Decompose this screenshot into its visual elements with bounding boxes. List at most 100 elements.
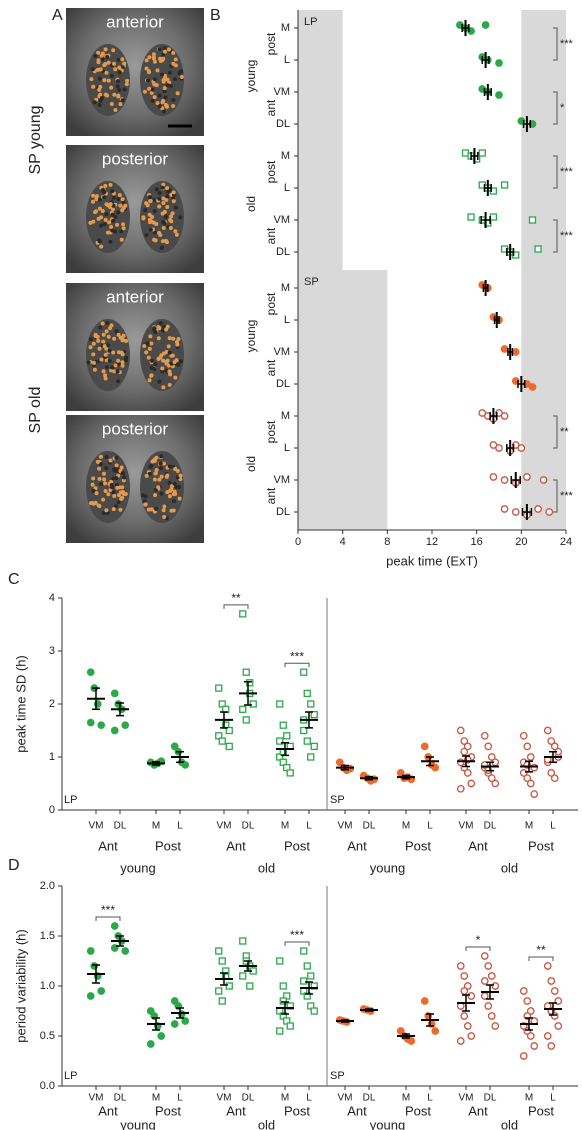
data-point	[222, 967, 230, 975]
neuron-dot-dark	[116, 197, 121, 202]
neuron-dot-dark	[105, 54, 110, 59]
neuron-dot	[119, 237, 124, 242]
neuron-dot	[160, 366, 165, 371]
image-caption: anterior	[106, 12, 164, 31]
data-point	[215, 987, 223, 995]
neuron-dot-dark	[124, 355, 129, 360]
neuron-dot	[169, 214, 174, 219]
x-tick-label: M	[525, 821, 533, 832]
data-point	[500, 181, 509, 189]
data-point	[484, 962, 493, 970]
neuron-dot-dark	[171, 498, 176, 503]
data-point	[276, 737, 284, 745]
region-label: ant	[264, 359, 278, 376]
neuron-dot	[88, 345, 93, 350]
neuron-dot	[112, 336, 117, 341]
neuron-dot	[107, 220, 112, 225]
neuron-dot	[155, 101, 160, 106]
x-tick-label: DL	[114, 821, 127, 832]
sig-label: ***	[560, 490, 574, 502]
neuron-dot-dark	[151, 198, 156, 203]
data-point	[550, 987, 559, 995]
row-label: L	[284, 182, 290, 194]
neuron-dot	[171, 50, 176, 55]
sig-bracket	[284, 662, 310, 668]
neuron-dot	[101, 332, 106, 337]
neuron-dot-dark	[157, 196, 162, 201]
neuron-dot	[123, 491, 128, 496]
section-label: LP	[64, 794, 77, 806]
neuron-dot	[154, 455, 159, 460]
neuron-dot	[160, 100, 165, 105]
neuron-dot	[169, 192, 174, 197]
neuron-dot-dark	[105, 321, 110, 326]
neuron-dot	[115, 222, 120, 227]
data-point	[543, 726, 552, 735]
region-label: Post	[155, 1103, 181, 1118]
neuron-dot	[120, 360, 125, 365]
neuron-dot-dark	[154, 506, 159, 511]
neuron-dot-dark	[160, 185, 165, 190]
neuron-dot	[103, 376, 108, 381]
data-point	[225, 742, 233, 751]
data-point	[218, 957, 226, 965]
neuron-dot	[156, 336, 161, 341]
data-point	[170, 997, 179, 1005]
neuron-dot-dark	[161, 52, 166, 57]
region-label: Post	[528, 1103, 554, 1118]
data-point	[526, 753, 535, 761]
neuron-dot	[100, 208, 105, 213]
data-point	[431, 1027, 440, 1035]
neuron-dot-dark	[122, 475, 127, 480]
neuron-dot	[164, 474, 169, 479]
neuron-dot-dark	[111, 476, 116, 481]
neuron-dot-dark	[159, 454, 164, 459]
data-point	[239, 937, 247, 945]
data-point	[519, 731, 528, 740]
data-point	[276, 1027, 284, 1035]
neuron-dot	[159, 474, 164, 479]
neuron-dot	[160, 239, 165, 244]
data-point	[86, 947, 95, 955]
sig-bracket	[284, 941, 310, 946]
neuron-dot-dark	[115, 369, 120, 374]
neuron-dot	[112, 92, 117, 97]
neuron-dot	[165, 204, 170, 209]
x-tick-label: DL	[363, 821, 376, 832]
group-label: SP young	[27, 105, 44, 174]
neuron-dot-dark	[150, 358, 155, 363]
neuron-dot	[91, 476, 96, 481]
x-tick-label: 0	[295, 536, 301, 548]
neuron-dot	[97, 476, 102, 481]
neuron-dot	[143, 502, 148, 507]
data-point	[303, 737, 311, 745]
neuron-dot-dark	[152, 230, 157, 235]
age-label: old	[501, 860, 518, 875]
x-tick-label: L	[550, 821, 556, 832]
data-point	[545, 508, 554, 516]
neuron-dot	[171, 492, 176, 497]
neuron-dot	[161, 225, 166, 230]
region-label: Ant	[468, 1103, 488, 1118]
neuron-dot	[153, 493, 158, 498]
neuron-dot-dark	[110, 212, 115, 217]
neuron-dot-dark	[86, 360, 91, 365]
neuron-dot	[124, 339, 129, 344]
data-point	[491, 779, 500, 788]
neuron-dot-dark	[167, 464, 172, 469]
neuron-dot	[147, 55, 152, 60]
neuron-dot	[161, 78, 166, 83]
neuron-dot	[96, 50, 101, 55]
neuron-dot-dark	[174, 485, 179, 490]
sig-label: ***	[290, 649, 304, 663]
neuron-dot	[166, 344, 171, 349]
data-point	[300, 668, 308, 676]
neuron-dot-dark	[171, 98, 176, 103]
neuron-dot	[93, 500, 98, 505]
x-tick-label: L	[306, 1093, 312, 1104]
neuron-dot	[108, 326, 113, 331]
data-point	[110, 689, 119, 698]
neuron-dot	[100, 51, 105, 56]
data-point	[307, 753, 315, 761]
data-point	[484, 742, 493, 751]
